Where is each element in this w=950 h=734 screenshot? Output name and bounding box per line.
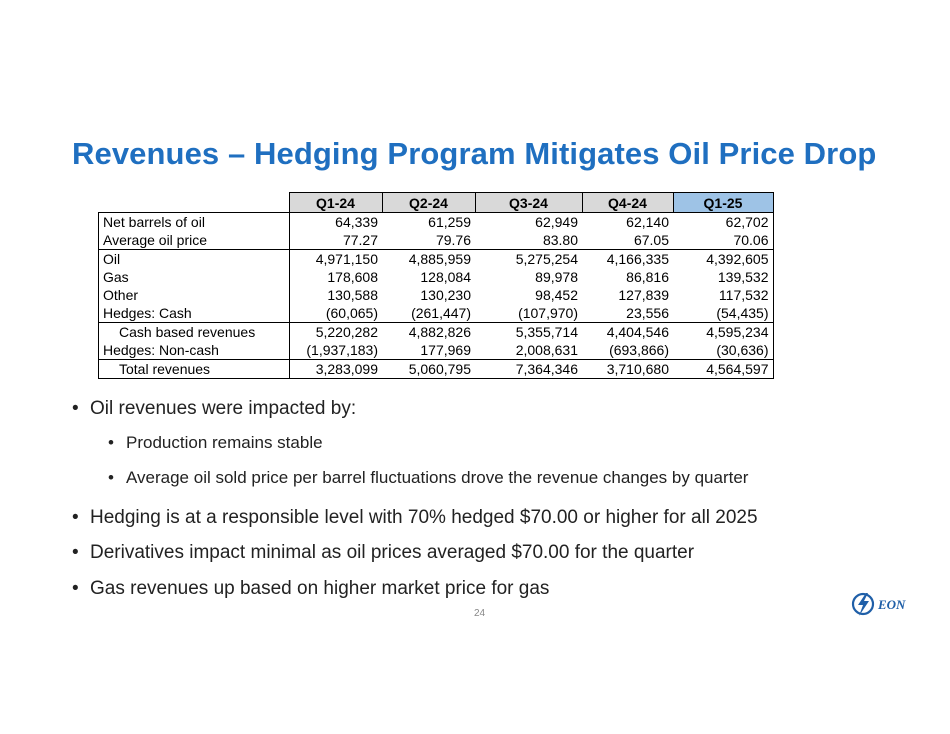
cell: 130,588 (288, 286, 382, 304)
bullet-dot-icon: • (72, 542, 79, 563)
cell: 62,702 (673, 212, 774, 231)
cell: 117,532 (673, 286, 774, 304)
bullet-dot-icon: • (108, 468, 114, 487)
cell: (107,970) (518, 305, 578, 321)
bullet-text: Hedging is at a responsible level with 7… (90, 507, 758, 528)
cell: 127,839 (618, 287, 669, 303)
cell: 64,339 (288, 212, 382, 231)
table-row: Total revenues 3,283,099 5,060,795 7,364… (98, 359, 774, 379)
cell: (30,636) (673, 341, 774, 360)
row-label: Average oil price (98, 231, 289, 250)
cell: 4,595,234 (673, 322, 774, 341)
cell: 4,882,826 (382, 322, 475, 341)
page-title: Revenues – Hedging Program Mitigates Oil… (72, 136, 877, 171)
table-row: Gas 178,608 128,084 89,978 86,816 139,53… (98, 268, 774, 286)
revenue-table: Q1-24 Q2-24 Q3-24 Q4-24 Q1-25 Net barrel… (98, 192, 774, 379)
table-row: Net barrels of oil 64,339 61,259 62,949 … (98, 212, 774, 231)
cell: 23,556 (626, 305, 669, 321)
cell: (693,866) (609, 342, 669, 358)
row-label: Oil (98, 249, 289, 268)
table-row: Hedges: Cash (60,065) (261,447) (107,970… (98, 304, 774, 323)
cell: 5,060,795 (382, 359, 475, 379)
cell: (54,435) (673, 304, 774, 323)
header-blank (99, 193, 290, 213)
cell: 3,710,680 (582, 359, 673, 379)
cell: 177,969 (420, 342, 471, 358)
bullet-dot-icon: • (72, 398, 79, 419)
cell: 4,166,335 (582, 249, 673, 268)
lightning-bolt-icon (851, 592, 875, 616)
cell: 5,355,714 (475, 322, 582, 341)
cell: 83.80 (542, 232, 578, 248)
bullet-text: Gas revenues up based on higher market p… (90, 578, 550, 599)
cell: 67.05 (633, 232, 669, 248)
row-label: Other (98, 286, 289, 304)
bullet-text: Average oil sold price per barrel fluctu… (126, 468, 749, 487)
cell: 77.27 (288, 231, 382, 250)
bullet-item: • Oil revenues were impacted by: (72, 398, 356, 420)
cell: 89,978 (535, 269, 578, 285)
row-label: Net barrels of oil (98, 212, 289, 231)
cell: 130,230 (420, 287, 471, 303)
bullet-text: Production remains stable (126, 433, 323, 452)
cell: (60,065) (288, 304, 382, 323)
row-label: Total revenues (98, 359, 289, 379)
page-number: 24 (474, 608, 486, 619)
row-label: Cash based revenues (98, 322, 289, 341)
cell: (1,937,183) (288, 341, 382, 360)
bullet-item: • Hedging is at a responsible level with … (72, 507, 758, 529)
row-label: Hedges: Non-cash (98, 341, 289, 360)
company-logo: EON (851, 592, 906, 616)
cell: 139,532 (673, 268, 774, 286)
table-row: Other 130,588 130,230 98,452 127,839 117… (98, 286, 774, 304)
bullet-text: Oil revenues were impacted by: (90, 398, 357, 419)
cell: 98,452 (535, 287, 578, 303)
cell: 2,008,631 (515, 342, 578, 358)
cell: 7,364,346 (475, 359, 582, 379)
logo-text: EON (877, 597, 906, 612)
table-row: Hedges: Non-cash (1,937,183) 177,969 2,0… (98, 341, 774, 360)
cell: 4,404,546 (582, 322, 673, 341)
header-q3-24: Q3-24 (474, 192, 583, 213)
bullet-item: • Derivatives impact minimal as oil price… (72, 542, 694, 564)
cell: 5,275,254 (475, 249, 582, 268)
header-q1-24: Q1-24 (288, 192, 383, 213)
cell: 86,816 (626, 269, 669, 285)
cell: 178,608 (288, 268, 382, 286)
cell: 5,220,282 (288, 322, 382, 341)
row-label: Hedges: Cash (98, 304, 289, 323)
cell: 3,283,099 (288, 359, 382, 379)
bullet-dot-icon: • (72, 578, 79, 599)
cell: 4,392,605 (673, 249, 774, 268)
table-row: Average oil price 77.27 79.76 83.80 67.0… (98, 231, 774, 250)
row-label: Gas (98, 268, 289, 286)
bullet-text: Derivatives impact minimal as oil prices… (90, 542, 695, 563)
bullet-item: • Gas revenues up based on higher market … (72, 578, 549, 600)
cell: 79.76 (435, 232, 471, 248)
cell: 128,084 (420, 269, 471, 285)
bullet-dot-icon: • (108, 433, 114, 452)
table-header-row: Q1-24 Q2-24 Q3-24 Q4-24 Q1-25 (99, 192, 774, 213)
cell: 4,564,597 (673, 359, 774, 379)
header-q1-25: Q1-25 (672, 192, 774, 213)
sub-bullet-item: • Production remains stable (108, 433, 323, 453)
cell: 61,259 (382, 212, 475, 231)
table-row: Cash based revenues 5,220,282 4,882,826 … (98, 322, 774, 341)
cell: 62,949 (475, 212, 582, 231)
sub-bullet-item: • Average oil sold price per barrel fluct… (108, 468, 748, 488)
cell: 4,971,150 (288, 249, 382, 268)
cell: 70.06 (673, 231, 774, 250)
header-q4-24: Q4-24 (581, 192, 674, 213)
table-row: Oil 4,971,150 4,885,959 5,275,254 4,166,… (98, 249, 774, 268)
cell: 62,140 (582, 212, 673, 231)
cell: 4,885,959 (382, 249, 475, 268)
cell: (261,447) (411, 305, 471, 321)
bullet-dot-icon: • (72, 507, 79, 528)
header-q2-24: Q2-24 (381, 192, 476, 213)
